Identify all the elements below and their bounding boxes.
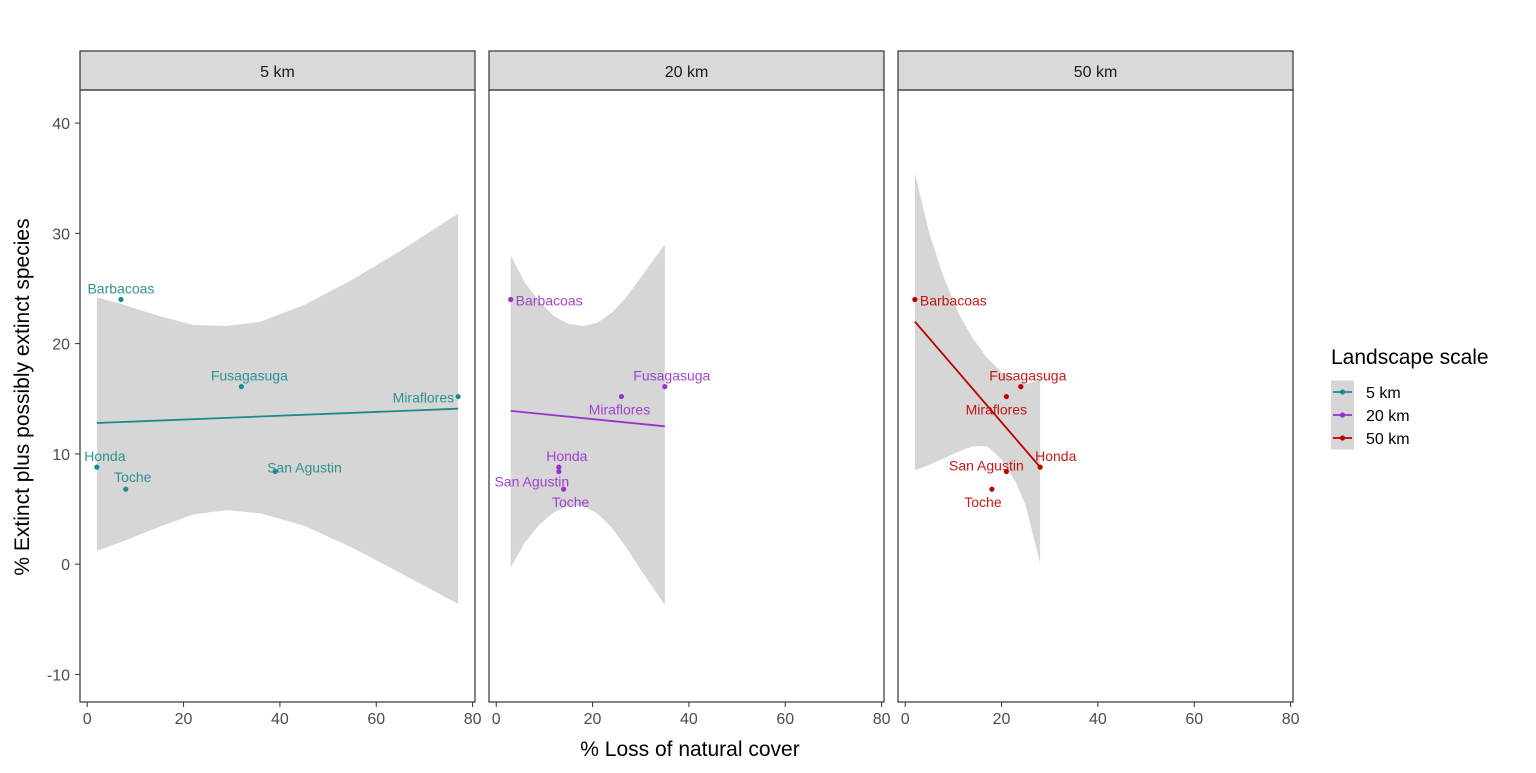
y-tick-label: 10 [52, 447, 70, 464]
x-tick-label: 40 [1089, 711, 1107, 728]
x-tick-label: 20 [175, 711, 193, 728]
confidence-band [510, 244, 665, 605]
x-tick-label: 80 [464, 711, 482, 728]
facet-5-km: 5 km Barbacoas Fusagasuga Miraflores Honda To… [79, 50, 482, 728]
legend-item-label: 20 km [1366, 408, 1410, 425]
regression-line [96, 407, 459, 424]
data-label-san-agustin: San Agustin [267, 460, 342, 476]
legend-item-20-km: 20 km [1331, 403, 1410, 427]
confidence-band [96, 213, 459, 604]
x-tick-label: 60 [776, 711, 794, 728]
legend-key-point [1339, 389, 1346, 395]
data-point-barbacoas [912, 296, 918, 303]
legend-title: Landscape scale [1331, 346, 1489, 369]
data-label-barbacoas: Barbacoas [920, 293, 987, 309]
x-tick-label: 80 [873, 711, 891, 728]
y-tick-label: 20 [52, 337, 70, 354]
facet-strip-label: 20 km [665, 64, 709, 81]
legend-key-point [1339, 412, 1346, 418]
data-label-fusagasuga: Fusagasuga [989, 368, 1066, 384]
data-point-fusagasuga [662, 384, 668, 390]
y-axis: -10 0 10 20 30 40 [47, 116, 80, 684]
data-label-barbacoas: Barbacoas [87, 281, 154, 297]
data-label-fusagasuga: Fusagasuga [633, 368, 710, 384]
panel-border [897, 89, 1294, 703]
data-point-miraflores [618, 393, 625, 400]
facet-50-km: 50 km Barbacoas Fusagasuga Miraflores Honda S… [897, 50, 1300, 728]
data-point-barbacoas [118, 296, 124, 303]
x-tick-label: 0 [83, 711, 92, 728]
data-label-barbacoas: Barbacoas [516, 293, 583, 309]
panel-border [488, 89, 885, 703]
x-tick-label: 20 [993, 711, 1011, 728]
data-point-san-agustin [1003, 468, 1009, 475]
data-point-toche [989, 486, 995, 492]
x-tick-label: 60 [1185, 711, 1203, 728]
data-point-honda [1037, 464, 1043, 470]
legend-item-50-km: 50 km [1331, 426, 1410, 450]
data-label-toche: Toche [552, 494, 590, 510]
facet-20-km: 20 km Barbacoas Fusagasuga Miraflores Honda S… [488, 50, 891, 728]
data-point-toche [123, 486, 129, 492]
y-tick-label: 0 [61, 557, 70, 574]
data-point-miraflores [455, 393, 461, 400]
legend-key-point [1339, 435, 1346, 441]
x-tick-label: 20 [584, 711, 602, 728]
x-axis-label: % Loss of natural cover [580, 738, 799, 761]
x-tick-label: 0 [901, 711, 910, 728]
x-tick-label: 60 [367, 711, 385, 728]
data-point-toche [561, 486, 567, 492]
regression-line [510, 409, 665, 428]
data-label-miraflores: Miraflores [589, 402, 650, 418]
data-label-honda: Honda [546, 448, 587, 464]
legend-item-label: 50 km [1366, 431, 1410, 448]
y-tick-label: -10 [47, 667, 70, 684]
x-tick-label: 40 [680, 711, 698, 728]
data-label-honda: Honda [1035, 448, 1076, 464]
legend-item-5-km: 5 km [1331, 380, 1401, 404]
data-label-san-agustin: San Agustin [494, 474, 569, 490]
data-point-san-agustin [272, 468, 278, 475]
data-point-fusagasuga [1018, 384, 1024, 390]
x-tick-label: 40 [271, 711, 289, 728]
facet-panels: 5 km Barbacoas Fusagasuga Miraflores Honda To… [79, 50, 1300, 728]
data-point-barbacoas [508, 296, 514, 303]
panel-border [79, 89, 476, 703]
data-label-fusagasuga: Fusagasuga [211, 368, 288, 384]
facet-strip-label: 50 km [1074, 64, 1118, 81]
data-label-honda: Honda [84, 448, 125, 464]
data-label-toche: Toche [114, 469, 152, 485]
y-axis-label: % Extinct plus possibly extinct species [11, 218, 34, 575]
data-point-san-agustin [556, 468, 562, 475]
regression-line [914, 320, 1041, 468]
data-point-honda [556, 464, 562, 470]
x-tick-label: 0 [492, 711, 501, 728]
facet-strip [79, 50, 476, 91]
data-point-miraflores [1003, 393, 1009, 400]
legend: Landscape scale 5 km 20 km 50 km [1331, 346, 1489, 450]
y-tick-label: 30 [52, 226, 70, 243]
y-tick-label: 40 [52, 116, 70, 133]
data-label-miraflores: Miraflores [966, 402, 1027, 418]
facet-strip-label: 5 km [260, 64, 295, 81]
data-point-honda [94, 464, 100, 470]
data-point-fusagasuga [238, 384, 244, 390]
confidence-band [914, 172, 1041, 564]
data-label-miraflores: Miraflores [393, 390, 454, 406]
facet-strip [897, 50, 1294, 91]
legend-item-label: 5 km [1366, 385, 1401, 402]
x-tick-label: 80 [1282, 711, 1300, 728]
data-label-toche: Toche [964, 494, 1002, 510]
data-label-san-agustin: San Agustin [949, 458, 1024, 474]
